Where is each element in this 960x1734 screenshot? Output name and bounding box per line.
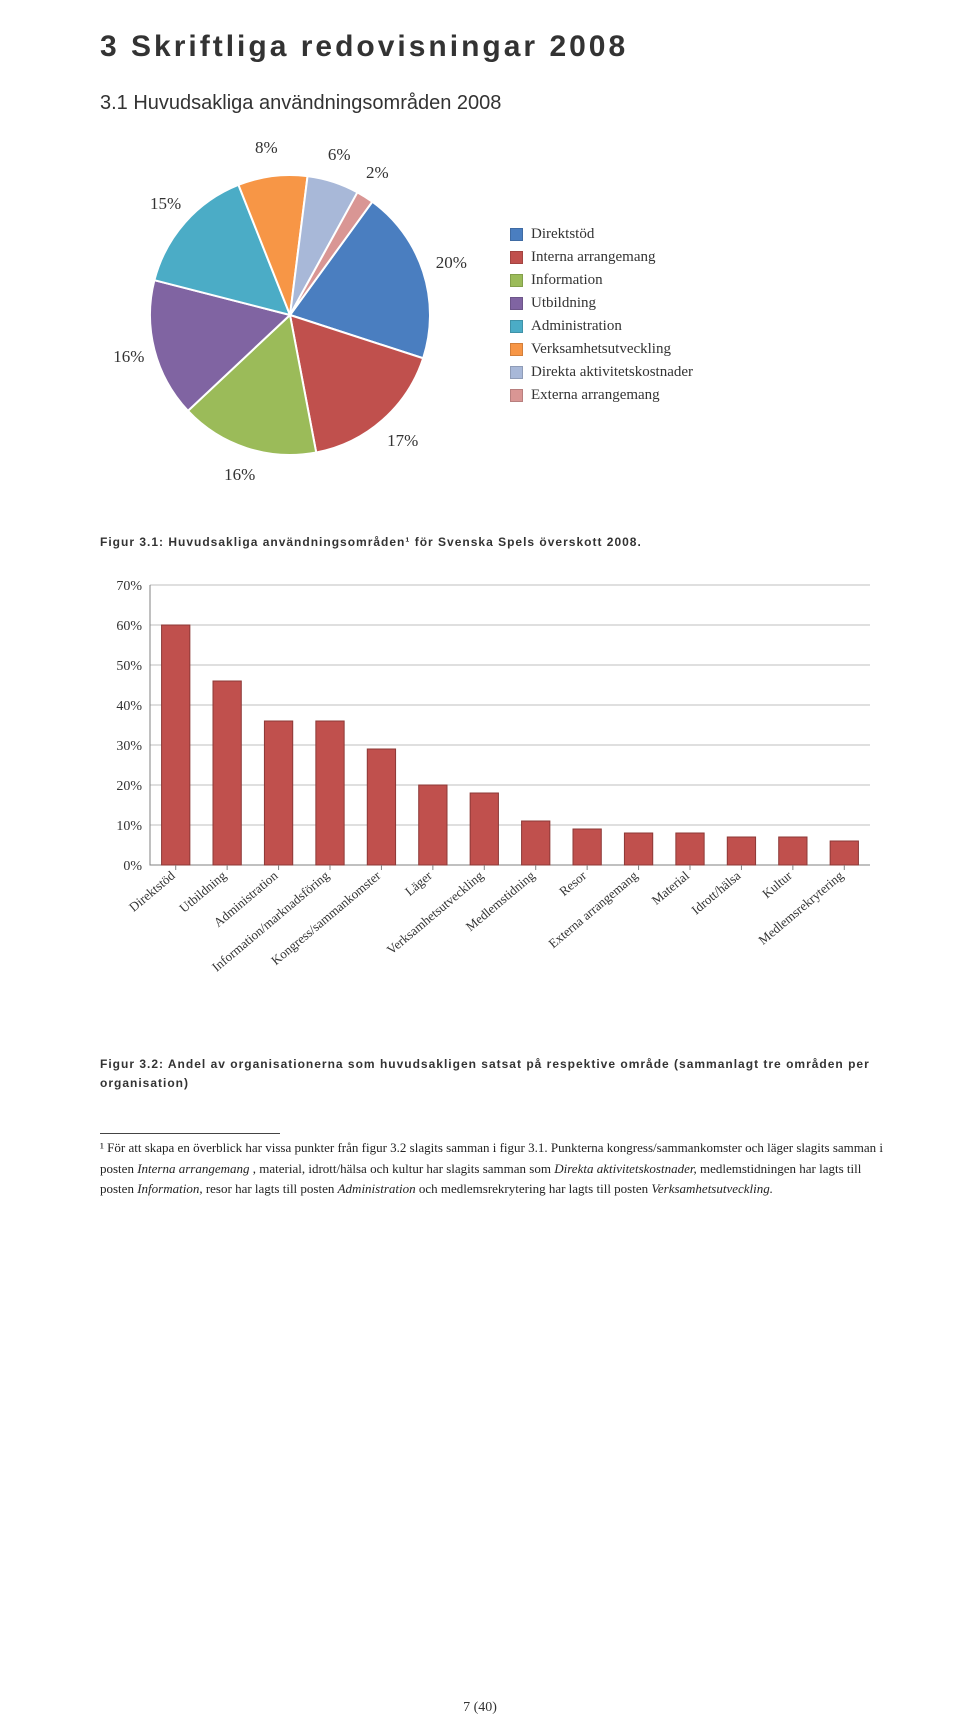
footnote-em: Interna arrangemang [137,1161,249,1176]
svg-text:20%: 20% [116,779,142,794]
footnote-em: Direkta aktivitetskostnader, [554,1161,697,1176]
figure-caption-2: Figur 3.2: Andel av organisationerna som… [100,1055,890,1093]
legend-item: Direkta aktivitetskostnader [510,364,693,381]
pie-percent-label: 8% [255,138,278,158]
pie-chart-block: 20% 17% 16% 16% 15% 8% 6% 2% Direktstöd Interna … [100,125,890,505]
pie-chart: 20% 17% 16% 16% 15% 8% 6% 2% [100,125,480,505]
page-number: 7 (40) [0,1700,960,1716]
bar-category-label: Verksamhetsutveckling [384,867,487,957]
legend-swatch [510,343,523,356]
bar [830,841,858,865]
bar [264,721,292,865]
bar [162,625,190,865]
footnote-part: och medlemsrekrytering har lagts till po… [419,1181,652,1196]
legend-item: Information [510,272,693,289]
legend-swatch [510,320,523,333]
bar-category-label: Läger [402,867,435,898]
legend-label: Externa arrangemang [531,387,660,404]
bar [727,837,755,865]
svg-text:0%: 0% [123,859,142,874]
footnote-text: ¹ För att skapa en överblick har vissa p… [100,1138,890,1198]
svg-text:70%: 70% [116,579,142,594]
pie-legend: Direktstöd Interna arrangemang Information… [510,220,693,410]
legend-label: Verksamhetsutveckling [531,341,671,358]
legend-label: Administration [531,318,622,335]
bar-category-label: Medlemsrekrytering [755,867,846,947]
legend-swatch [510,389,523,402]
legend-label: Interna arrangemang [531,249,656,266]
svg-text:10%: 10% [116,819,142,834]
bar-category-label: Idrott/hälsa [688,868,743,918]
bar [573,829,601,865]
legend-swatch [510,366,523,379]
legend-swatch [510,274,523,287]
bar [779,837,807,865]
pie-percent-label: 16% [113,347,144,367]
pie-percent-label: 2% [366,163,389,183]
svg-text:30%: 30% [116,739,142,754]
bar [316,721,344,865]
legend-swatch [510,297,523,310]
legend-item: Administration [510,318,693,335]
pie-percent-label: 15% [150,194,181,214]
footnote-em: Administration [338,1181,416,1196]
bar [522,821,550,865]
figure-caption-1: Figur 3.1: Huvudsakliga användningsområd… [100,535,890,549]
legend-item: Verksamhetsutveckling [510,341,693,358]
footnote-em: Information, [137,1181,202,1196]
bar-category-label: Resor [556,867,589,898]
legend-label: Utbildning [531,295,596,312]
bar-category-label: Externa arrangemang [545,867,640,950]
legend-item: Interna arrangemang [510,249,693,266]
pie-percent-label: 16% [224,465,255,485]
footnote-part: , material, idrott/hälsa och kultur har … [253,1161,554,1176]
legend-swatch [510,251,523,264]
bar [213,681,241,865]
page-title: 3 Skriftliga redovisningar 2008 [100,30,890,64]
bar-category-label: Kultur [759,867,795,901]
bar [367,749,395,865]
legend-label: Information [531,272,603,289]
legend-swatch [510,228,523,241]
legend-label: Direkta aktivitetskostnader [531,364,693,381]
bar [676,833,704,865]
legend-item: Direktstöd [510,226,693,243]
pie-percent-label: 17% [387,431,418,451]
svg-text:40%: 40% [116,699,142,714]
legend-label: Direktstöd [531,226,594,243]
legend-item: Externa arrangemang [510,387,693,404]
bar [419,785,447,865]
bar [624,833,652,865]
pie-percent-label: 6% [328,145,351,165]
bar [470,793,498,865]
svg-text:50%: 50% [116,659,142,674]
legend-item: Utbildning [510,295,693,312]
svg-text:60%: 60% [116,619,142,634]
section-subtitle: 3.1 Huvudsakliga användningsområden 2008 [100,92,890,115]
bar-category-label: Direktstöd [126,867,178,914]
footnote-part: resor har lagts till posten [206,1181,338,1196]
footnote-rule [100,1133,280,1134]
pie-percent-label: 20% [436,253,467,273]
bar-category-label: Material [649,868,693,908]
bar-chart: 0%10%20%30%40%50%60%70%DirektstödUtbildn… [100,575,890,995]
footnote-em: Verksamhetsutveckling. [651,1181,773,1196]
